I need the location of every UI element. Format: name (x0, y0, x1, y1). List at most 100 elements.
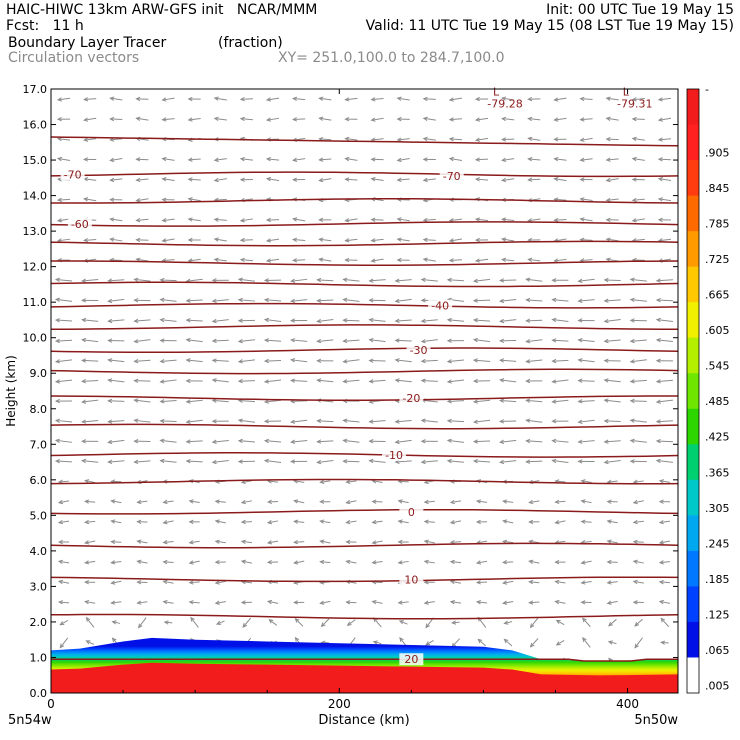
vector-arrow (110, 138, 123, 141)
vector-arrowhead (422, 217, 428, 223)
vector-arrow (555, 540, 566, 544)
vector-arrowhead (137, 623, 143, 629)
vector-arrowhead (420, 439, 426, 444)
vector-arrow (607, 600, 618, 604)
vector-arrow (137, 521, 148, 523)
vector-arrowhead (657, 97, 663, 102)
vector-arrowhead (293, 499, 299, 504)
vector-arrowhead (629, 359, 635, 364)
vector-arrow (656, 279, 673, 282)
field-units: (fraction) (218, 35, 283, 51)
vector-arrow (160, 279, 177, 282)
contour-line (51, 347, 678, 354)
vector-arrow (578, 339, 595, 342)
vector-arrowhead (422, 257, 428, 262)
vector-arrow (265, 399, 282, 403)
vector-arrow (425, 639, 434, 646)
vector-arrowhead (345, 519, 351, 525)
vector-arrowhead (527, 257, 533, 263)
vector-arrowhead (342, 379, 348, 384)
vector-arrowhead (660, 640, 666, 645)
vector-arrow (421, 419, 438, 423)
vector-arrowhead (263, 358, 269, 364)
vector-arrow (447, 439, 464, 443)
vector-arrowhead (554, 520, 560, 525)
vector-arrow (214, 218, 227, 221)
y-tick-label: 16.0 (23, 119, 48, 132)
vector-arrowhead (555, 619, 561, 624)
colorbar-swatch (687, 657, 699, 694)
vector-arrowhead (446, 317, 452, 323)
vector-arrow (578, 380, 595, 382)
contour-label: -10 (385, 449, 403, 462)
vector-arrow (555, 600, 566, 604)
colorbar-level: .665 (705, 289, 730, 302)
vector-arrow (108, 379, 125, 383)
vector-arrow (395, 279, 412, 282)
vector-arrow (160, 319, 177, 322)
vector-arrow (241, 480, 253, 483)
vector-arrowhead (631, 156, 637, 162)
vector-arrowhead (474, 217, 481, 222)
colorbar-swatch (687, 231, 699, 268)
vector-arrowhead (162, 579, 168, 585)
vector-arrow (267, 540, 279, 544)
vector-arrowhead (580, 600, 586, 605)
vector-arrowhead (658, 519, 664, 525)
colorbar-level: .245 (705, 537, 730, 550)
vector-arrow (214, 117, 227, 121)
vector-arrowhead (107, 459, 113, 465)
vector-arrowhead (449, 499, 455, 505)
colorbar-level: .065 (705, 644, 730, 657)
vector-arrowhead (133, 298, 139, 303)
vector-arrow (108, 460, 125, 463)
vector-arrowhead (292, 117, 298, 122)
vector-arrow (395, 319, 412, 322)
colorbar-swatch (687, 195, 699, 232)
vector-arrowhead (239, 237, 245, 243)
y-tick-label: 0.0 (30, 687, 48, 700)
vector-arrow (474, 419, 491, 423)
contour-label: -60 (71, 218, 89, 231)
vector-arrow (268, 500, 279, 503)
vector-arrow (345, 238, 358, 242)
vector-arrowhead (579, 117, 585, 122)
vector-arrowhead (368, 458, 374, 464)
vector-arrowhead (554, 579, 560, 585)
vector-arrowhead (629, 338, 635, 344)
vector-arrow (371, 138, 384, 141)
vector-arrowhead (655, 379, 661, 384)
vector-arrowhead (371, 599, 377, 605)
vector-arrowhead (185, 459, 191, 464)
vector-arrowhead (577, 278, 583, 284)
vector-arrowhead (629, 398, 635, 404)
vector-arrow (632, 238, 645, 242)
vector-arrow (503, 500, 514, 503)
colorbar-level: .425 (705, 431, 730, 444)
vector-arrowhead (499, 398, 505, 403)
vector-arrow (371, 178, 384, 181)
vector-arrowhead (111, 637, 117, 643)
vector-arrowhead (394, 318, 400, 324)
vector-arrow (554, 158, 567, 161)
vector-arrowhead (658, 479, 664, 484)
colorbar-level: .005 (705, 679, 730, 692)
y-tick-label: 7.0 (30, 438, 48, 451)
vector-arrowhead (81, 337, 87, 343)
vector-arrow (552, 359, 569, 362)
vector-arrowhead (631, 136, 637, 142)
boundary-layer-core (51, 662, 678, 693)
vector-arrowhead (501, 177, 507, 183)
vector-arrow (85, 500, 96, 503)
vector-arrowhead (397, 539, 403, 545)
vector-arrow (163, 520, 174, 524)
vector-arrowhead (577, 358, 583, 363)
vector-arrow (526, 399, 543, 403)
vector-arrowhead (396, 116, 402, 122)
vector-arrow (238, 399, 255, 403)
vector-arrow (633, 541, 644, 543)
contour-label: -70 (64, 168, 82, 181)
vector-arrowhead (603, 338, 609, 344)
vector-arrow (57, 157, 71, 161)
